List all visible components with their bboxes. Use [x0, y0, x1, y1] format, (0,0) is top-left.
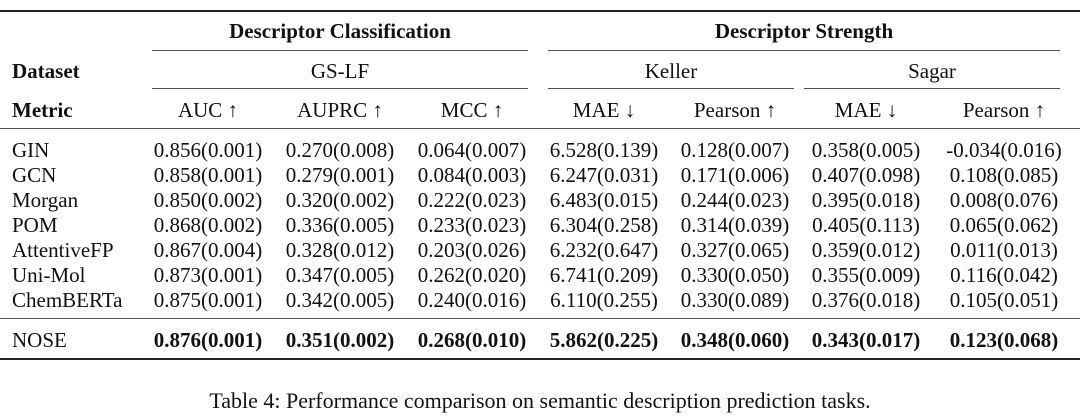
dataset-rule-sagar: [804, 88, 1060, 89]
row-label: Morgan: [12, 188, 79, 212]
row-label: ChemBERTa: [12, 288, 123, 312]
table-cell: 0.084(0.003): [417, 163, 527, 187]
table-cell: 0.395(0.018): [811, 188, 921, 212]
table-cell: 0.065(0.062): [949, 213, 1059, 237]
table-cell: 0.314(0.039): [680, 213, 790, 237]
metric-label: Metric: [12, 98, 73, 122]
table-cell: 6.110(0.255): [550, 288, 658, 312]
table-caption: Table 4: Performance comparison on seman…: [209, 388, 871, 413]
group-rule-classification: [152, 50, 528, 51]
table-cell: 0.105(0.051): [949, 288, 1059, 312]
table-cell: 0.327(0.065): [680, 238, 790, 262]
table-cell: 0.875(0.001): [153, 288, 263, 312]
table-cell: 0.330(0.050): [680, 263, 790, 287]
table-cell: 0.008(0.076): [949, 188, 1059, 212]
table-cell: 0.244(0.023): [680, 188, 790, 212]
table-cell: 0.123(0.068): [949, 328, 1059, 352]
table-cell: 0.011(0.013): [950, 238, 1058, 262]
row-label: AttentiveFP: [12, 238, 114, 262]
table-cell: 0.233(0.023): [417, 213, 527, 237]
table-cell: 0.873(0.001): [153, 263, 263, 287]
table-cell: 0.343(0.017): [811, 328, 921, 352]
dataset-rule-gslf: [152, 88, 528, 89]
row-label: GCN: [12, 163, 57, 187]
table-cell: 0.203(0.026): [417, 238, 527, 262]
table-cell: 0.858(0.001): [153, 163, 263, 187]
table-cell: 0.850(0.002): [153, 188, 263, 212]
dataset-gslf: GS-LF: [310, 59, 370, 83]
table-cell: 6.741(0.209): [549, 263, 659, 287]
table-cell: 0.064(0.007): [417, 138, 527, 162]
table-cell: 0.328(0.012): [285, 238, 395, 262]
table-cell: 0.407(0.098): [811, 163, 921, 187]
table-cell: 0.116(0.042): [950, 263, 1058, 287]
metric-header: MCC ↑: [440, 98, 504, 122]
dataset-sagar: Sagar: [908, 59, 956, 83]
row-label: GIN: [12, 138, 50, 162]
table-cell: 0.351(0.002): [285, 328, 395, 352]
metric-header: MAE ↓: [834, 98, 898, 122]
table-cell: 0.330(0.089): [680, 288, 790, 312]
metric-header: AUPRC ↑: [297, 98, 383, 122]
table-cell: 0.128(0.007): [680, 138, 790, 162]
table-cell: 0.268(0.010): [417, 328, 527, 352]
dataset-label: Dataset: [12, 59, 80, 83]
table-cell: 6.483(0.015): [549, 188, 659, 212]
table-cell: 0.867(0.004): [153, 238, 263, 262]
dataset-rule-keller: [548, 88, 794, 89]
group-rule-strength: [548, 50, 1060, 51]
table-cell: 0.348(0.060): [680, 328, 790, 352]
table-cell: 0.876(0.001): [153, 328, 263, 352]
metric-header: MAE ↓: [572, 98, 636, 122]
table-cell: 6.304(0.258): [549, 213, 659, 237]
bottom-rule: [0, 358, 1080, 360]
row-label: POM: [12, 213, 58, 237]
table-cell: 5.862(0.225): [549, 328, 659, 352]
table-cell: 0.355(0.009): [811, 263, 921, 287]
table-cell: 0.405(0.113): [812, 213, 920, 237]
table-cell: 6.528(0.139): [549, 138, 659, 162]
header-bottom-rule: [0, 128, 1080, 129]
table-cell: -0.034(0.016): [946, 138, 1062, 162]
dataset-keller: Keller: [644, 59, 698, 83]
top-rule: [0, 10, 1080, 12]
row-label: Uni-Mol: [12, 263, 86, 287]
table-cell: 0.359(0.012): [811, 238, 921, 262]
table-cell: 0.342(0.005): [285, 288, 395, 312]
table-cell: 6.232(0.647): [549, 238, 659, 262]
table-cell: 0.222(0.023): [417, 188, 527, 212]
group-header-classification: Descriptor Classification: [229, 19, 451, 43]
group-header-strength: Descriptor Strength: [714, 19, 894, 43]
table-cell: 0.856(0.001): [153, 138, 263, 162]
metric-header: AUC ↑: [177, 98, 239, 122]
final-row-rule: [0, 318, 1080, 319]
table-cell: 0.868(0.002): [153, 213, 263, 237]
table-cell: 0.108(0.085): [949, 163, 1059, 187]
table-cell: 0.347(0.005): [285, 263, 395, 287]
table-cell: 0.240(0.016): [417, 288, 527, 312]
table-cell: 0.336(0.005): [285, 213, 395, 237]
table-cell: 0.171(0.006): [680, 163, 790, 187]
table-cell: 0.320(0.002): [285, 188, 395, 212]
metric-header: Pearson ↑: [693, 98, 777, 122]
table-cell: 0.279(0.001): [285, 163, 395, 187]
table-cell: 0.270(0.008): [285, 138, 395, 162]
table-cell: 0.262(0.020): [417, 263, 527, 287]
table-cell: 0.358(0.005): [811, 138, 921, 162]
table-cell: 6.247(0.031): [549, 163, 659, 187]
table-cell: 0.376(0.018): [811, 288, 921, 312]
row-label: NOSE: [12, 328, 67, 352]
metric-header: Pearson ↑: [962, 98, 1046, 122]
